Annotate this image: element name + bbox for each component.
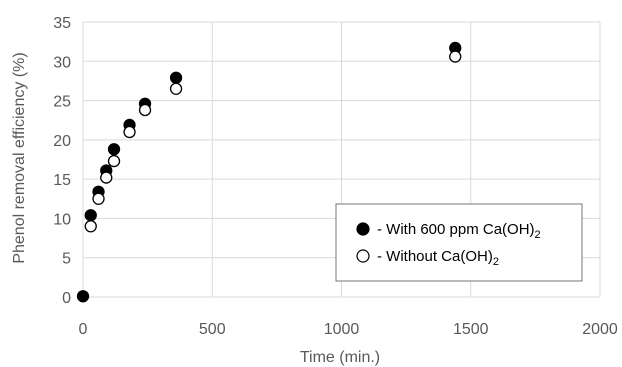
legend-label-with-caoh2: - With 600 ppm Ca(OH)2 <box>377 221 541 241</box>
x-axis-label: Time (min.) <box>300 349 380 366</box>
legend: - With 600 ppm Ca(OH)2 - Without Ca(OH)2 <box>335 203 583 282</box>
point-with-caoh2 <box>76 290 90 303</box>
point-without-caoh2 <box>107 154 121 168</box>
point-without-caoh2 <box>138 103 152 117</box>
point-without-caoh2 <box>92 192 105 205</box>
point-with-caoh2 <box>107 143 121 156</box>
y-axis-label: Phenol removal efficiency (%) <box>11 52 28 263</box>
point-without-caoh2 <box>100 171 113 184</box>
tick-labels: 0 5 10 15 20 25 30 35 0 500 1000 1500 2000 <box>53 15 618 338</box>
x-tick-label: 500 <box>199 321 226 338</box>
legend-label-with-caoh2-subscript: 2 <box>535 229 541 241</box>
point-with-caoh2 <box>84 209 97 222</box>
y-tick-label: 5 <box>62 251 71 268</box>
legend-label-with-caoh2-main: - With 600 ppm Ca(OH) <box>377 221 535 238</box>
y-tick-label: 20 <box>53 133 71 150</box>
point-without-caoh2 <box>169 82 183 95</box>
y-tick-label: 35 <box>53 15 71 32</box>
x-tick-label: 2000 <box>582 321 618 338</box>
legend-label-without-caoh2-main: - Without Ca(OH) <box>377 248 493 265</box>
legend-marker-with-caoh2 <box>356 222 370 236</box>
y-tick-label: 10 <box>53 211 71 228</box>
legend-label-without-caoh2: - Without Ca(OH)2 <box>377 248 499 268</box>
point-without-caoh2 <box>449 50 462 63</box>
y-tick-label: 30 <box>53 54 71 71</box>
point-with-caoh2 <box>169 71 183 84</box>
grid-lines <box>82 21 601 298</box>
legend-label-without-caoh2-subscript: 2 <box>493 256 499 268</box>
y-tick-label: 15 <box>53 172 71 189</box>
y-tick-label: 25 <box>53 94 71 111</box>
y-tick-label: 0 <box>62 290 71 307</box>
point-without-caoh2 <box>123 125 136 139</box>
x-tick-label: 1000 <box>324 321 360 338</box>
x-tick-label: 0 <box>79 321 88 338</box>
x-tick-label: 1500 <box>453 321 489 338</box>
point-without-caoh2 <box>84 220 97 233</box>
data-points <box>76 41 462 303</box>
legend-box <box>335 203 583 282</box>
legend-marker-without-caoh2 <box>356 249 370 263</box>
